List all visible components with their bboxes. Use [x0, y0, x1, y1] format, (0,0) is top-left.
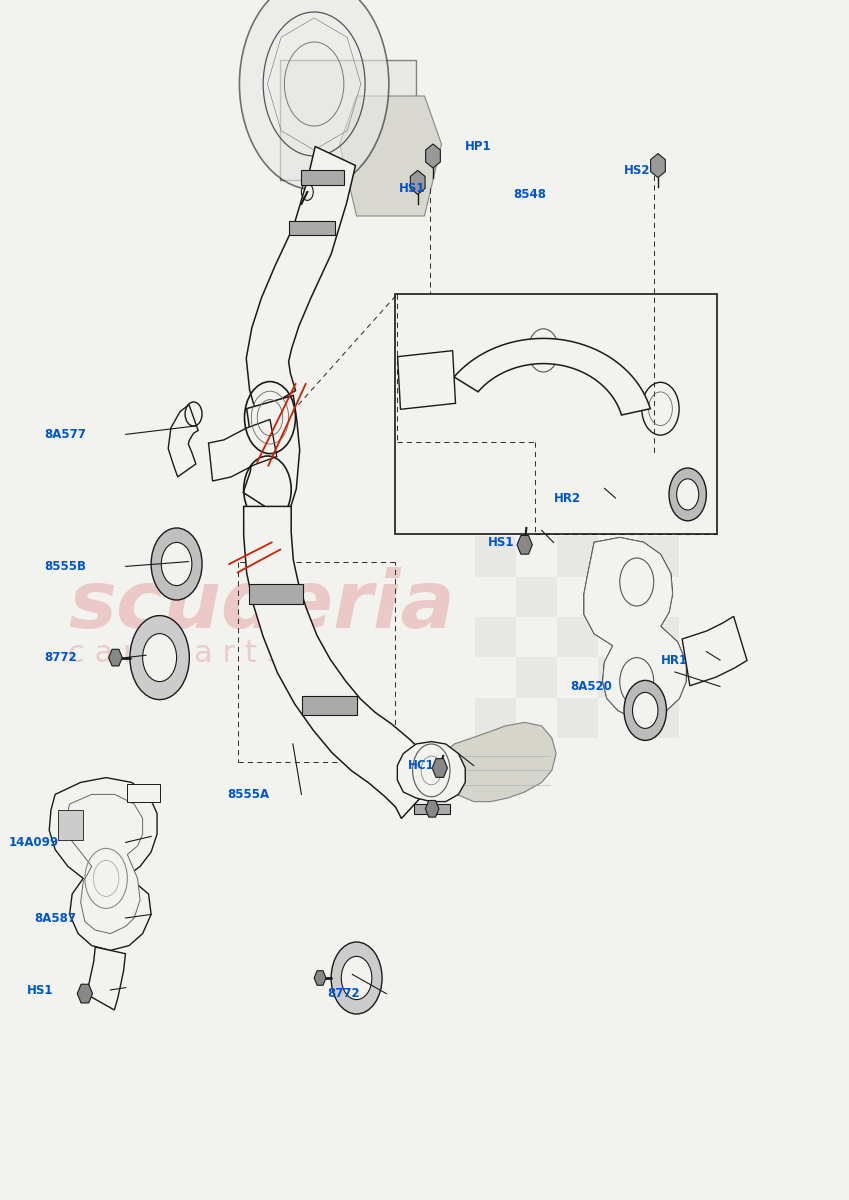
- Polygon shape: [49, 778, 157, 950]
- Circle shape: [143, 634, 177, 682]
- Text: scuderia: scuderia: [68, 566, 455, 646]
- Text: 8772: 8772: [44, 652, 76, 664]
- Bar: [289, 221, 335, 235]
- Polygon shape: [66, 794, 143, 934]
- Text: 8548: 8548: [514, 188, 547, 200]
- Text: HR1: HR1: [661, 654, 688, 666]
- Polygon shape: [314, 971, 326, 985]
- Text: 8555B: 8555B: [44, 560, 86, 572]
- Polygon shape: [86, 947, 126, 1010]
- Text: HS1: HS1: [488, 536, 514, 548]
- Bar: [58, 810, 83, 840]
- Polygon shape: [432, 758, 447, 778]
- Bar: [302, 696, 357, 715]
- Bar: [249, 584, 303, 604]
- Polygon shape: [454, 338, 650, 415]
- Text: 8772: 8772: [327, 988, 359, 1000]
- Circle shape: [633, 692, 658, 728]
- Text: 14A099: 14A099: [8, 836, 59, 848]
- Circle shape: [161, 542, 192, 586]
- Bar: [301, 170, 344, 185]
- Polygon shape: [584, 538, 686, 718]
- Circle shape: [151, 528, 202, 600]
- Circle shape: [130, 616, 189, 700]
- Bar: [516, 658, 557, 697]
- Bar: [638, 617, 679, 658]
- Text: HS1: HS1: [399, 182, 425, 194]
- Text: HC1: HC1: [408, 760, 435, 772]
- Text: 8A587: 8A587: [34, 912, 76, 924]
- Text: HS2: HS2: [624, 164, 650, 176]
- Bar: [638, 536, 679, 577]
- Text: HS1: HS1: [27, 984, 53, 996]
- Polygon shape: [584, 538, 686, 718]
- Polygon shape: [340, 96, 441, 216]
- Polygon shape: [441, 722, 556, 802]
- Bar: [280, 60, 416, 180]
- Polygon shape: [682, 617, 747, 685]
- Bar: [516, 577, 557, 617]
- Polygon shape: [109, 649, 122, 666]
- Circle shape: [331, 942, 382, 1014]
- Polygon shape: [517, 535, 532, 554]
- Polygon shape: [246, 146, 356, 414]
- Bar: [557, 536, 598, 577]
- Bar: [475, 697, 516, 738]
- Bar: [638, 697, 679, 738]
- Text: 8A577: 8A577: [44, 428, 86, 440]
- Polygon shape: [168, 404, 198, 476]
- Circle shape: [239, 0, 389, 190]
- Polygon shape: [244, 396, 300, 521]
- Polygon shape: [77, 984, 93, 1003]
- Circle shape: [341, 956, 372, 1000]
- Bar: [557, 617, 598, 658]
- Text: c a r   p a r t s: c a r p a r t s: [68, 640, 283, 668]
- Circle shape: [677, 479, 699, 510]
- Polygon shape: [650, 154, 666, 178]
- Bar: [598, 577, 638, 617]
- Text: 8555A: 8555A: [228, 788, 270, 800]
- Circle shape: [669, 468, 706, 521]
- Bar: [475, 536, 516, 577]
- Circle shape: [624, 680, 666, 740]
- Bar: [598, 658, 638, 697]
- Text: 8A520: 8A520: [571, 680, 612, 692]
- Polygon shape: [410, 170, 425, 194]
- Bar: [395, 294, 717, 534]
- Polygon shape: [397, 742, 465, 802]
- Polygon shape: [414, 804, 450, 814]
- Polygon shape: [425, 144, 441, 168]
- Polygon shape: [244, 506, 439, 818]
- Polygon shape: [425, 800, 439, 817]
- Polygon shape: [397, 350, 456, 409]
- Polygon shape: [209, 420, 277, 481]
- Bar: [127, 784, 160, 802]
- Bar: [475, 617, 516, 658]
- Text: HP1: HP1: [465, 140, 492, 152]
- Text: HR2: HR2: [554, 492, 581, 504]
- Bar: [557, 697, 598, 738]
